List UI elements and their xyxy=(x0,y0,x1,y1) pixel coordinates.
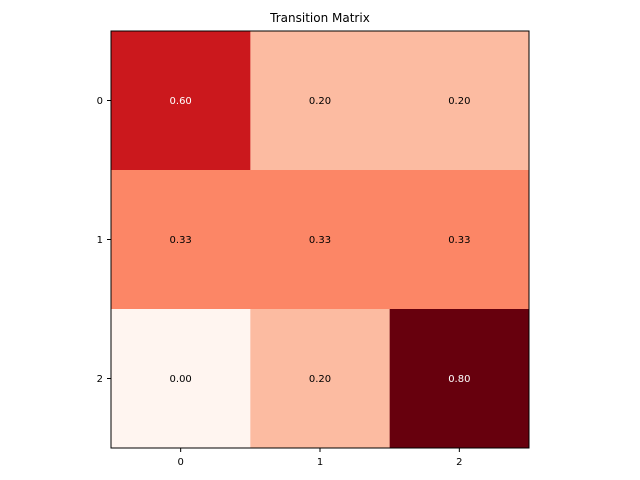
heatmap-cell-1-2 xyxy=(389,170,530,310)
x-tick-label-0: 0 xyxy=(177,457,183,468)
x-tick-label-2: 2 xyxy=(456,457,462,468)
cell-value-label-0-2: 0.20 xyxy=(448,96,470,107)
heatmap-cell-2-0 xyxy=(111,309,251,449)
y-tick-label-1: 1 xyxy=(97,235,103,246)
heatmap-cell-0-0 xyxy=(111,31,251,171)
cell-value-label-0-1: 0.20 xyxy=(309,96,331,107)
x-tick-label-1: 1 xyxy=(317,457,323,468)
cell-value-label-2-1: 0.20 xyxy=(309,374,331,385)
heatmap-cell-2-1 xyxy=(250,309,391,449)
y-tick-label-0: 0 xyxy=(97,96,103,107)
cell-value-label-2-2: 0.80 xyxy=(448,374,470,385)
y-tick-label-2: 2 xyxy=(97,374,103,385)
cell-value-label-2-0: 0.00 xyxy=(170,374,192,385)
heatmap-cell-0-1 xyxy=(250,31,391,171)
heatmap-cell-2-2 xyxy=(389,309,530,449)
cell-value-label-0-0: 0.60 xyxy=(170,96,192,107)
heatmap-cell-labels: 0.60 0.20 0.20 0.33 0.33 0.33 0.00 0.20 0.80 xyxy=(170,96,471,385)
heatmap-cell-0-2 xyxy=(389,31,530,171)
y-axis-ticks: 0 1 2 xyxy=(97,96,111,385)
cell-value-label-1-1: 0.33 xyxy=(309,235,331,246)
cell-value-label-1-2: 0.33 xyxy=(448,235,470,246)
cell-value-label-1-0: 0.33 xyxy=(170,235,192,246)
heatmap-cells xyxy=(111,31,530,449)
chart-title: Transition Matrix xyxy=(269,11,370,25)
heatmap-cell-1-1 xyxy=(250,170,391,310)
x-axis-ticks: 0 1 2 xyxy=(177,448,463,468)
heatmap-cell-1-0 xyxy=(111,170,251,310)
